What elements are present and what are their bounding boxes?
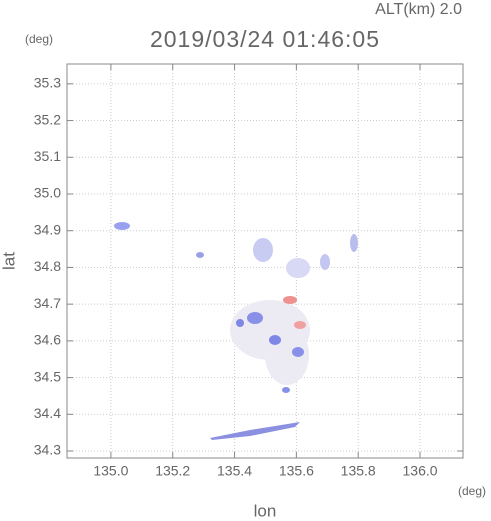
x-tick-label: 135.8 [341, 463, 376, 479]
echo [196, 252, 204, 258]
echo [283, 296, 297, 304]
y-tick-label: 34.5 [34, 368, 61, 384]
echo [282, 387, 290, 393]
x-tick-label: 136.0 [403, 463, 438, 479]
chart-title: 2019/03/24 01:46:05 [150, 26, 380, 52]
echo [247, 312, 263, 324]
echo [286, 258, 310, 278]
echoes [114, 222, 358, 440]
x-tick-label: 135.2 [155, 463, 190, 479]
x-tick-label: 135.6 [279, 463, 314, 479]
y-tick-label: 34.3 [34, 442, 61, 458]
y-unit: (deg) [25, 32, 53, 46]
y-tick-label: 35.2 [34, 111, 61, 127]
echo [292, 347, 304, 357]
x-axis-label: lon [254, 501, 277, 520]
y-tick-label: 35.0 [34, 185, 61, 201]
echo [269, 335, 281, 345]
echo [350, 234, 358, 252]
y-tick-label: 35.3 [34, 75, 61, 91]
echo [210, 422, 300, 440]
x-unit: (deg) [458, 484, 486, 498]
x-tick-label: 135.0 [93, 463, 128, 479]
echo [294, 321, 306, 329]
y-tick-label: 34.4 [34, 405, 61, 421]
plot-frame [66, 63, 464, 459]
y-tick-label: 34.9 [34, 221, 61, 237]
y-axis-label: lat [0, 252, 18, 270]
echo [236, 319, 244, 327]
altitude-label: ALT(km) 2.0 [375, 1, 462, 18]
y-tick-label: 35.1 [34, 148, 61, 164]
y-tick-label: 34.6 [34, 332, 61, 348]
x-tick-label: 135.4 [217, 463, 252, 479]
echo [320, 254, 330, 270]
echo [253, 238, 273, 262]
y-tick-label: 34.7 [34, 295, 61, 311]
y-tick-label: 34.8 [34, 258, 61, 274]
echo [114, 222, 130, 230]
